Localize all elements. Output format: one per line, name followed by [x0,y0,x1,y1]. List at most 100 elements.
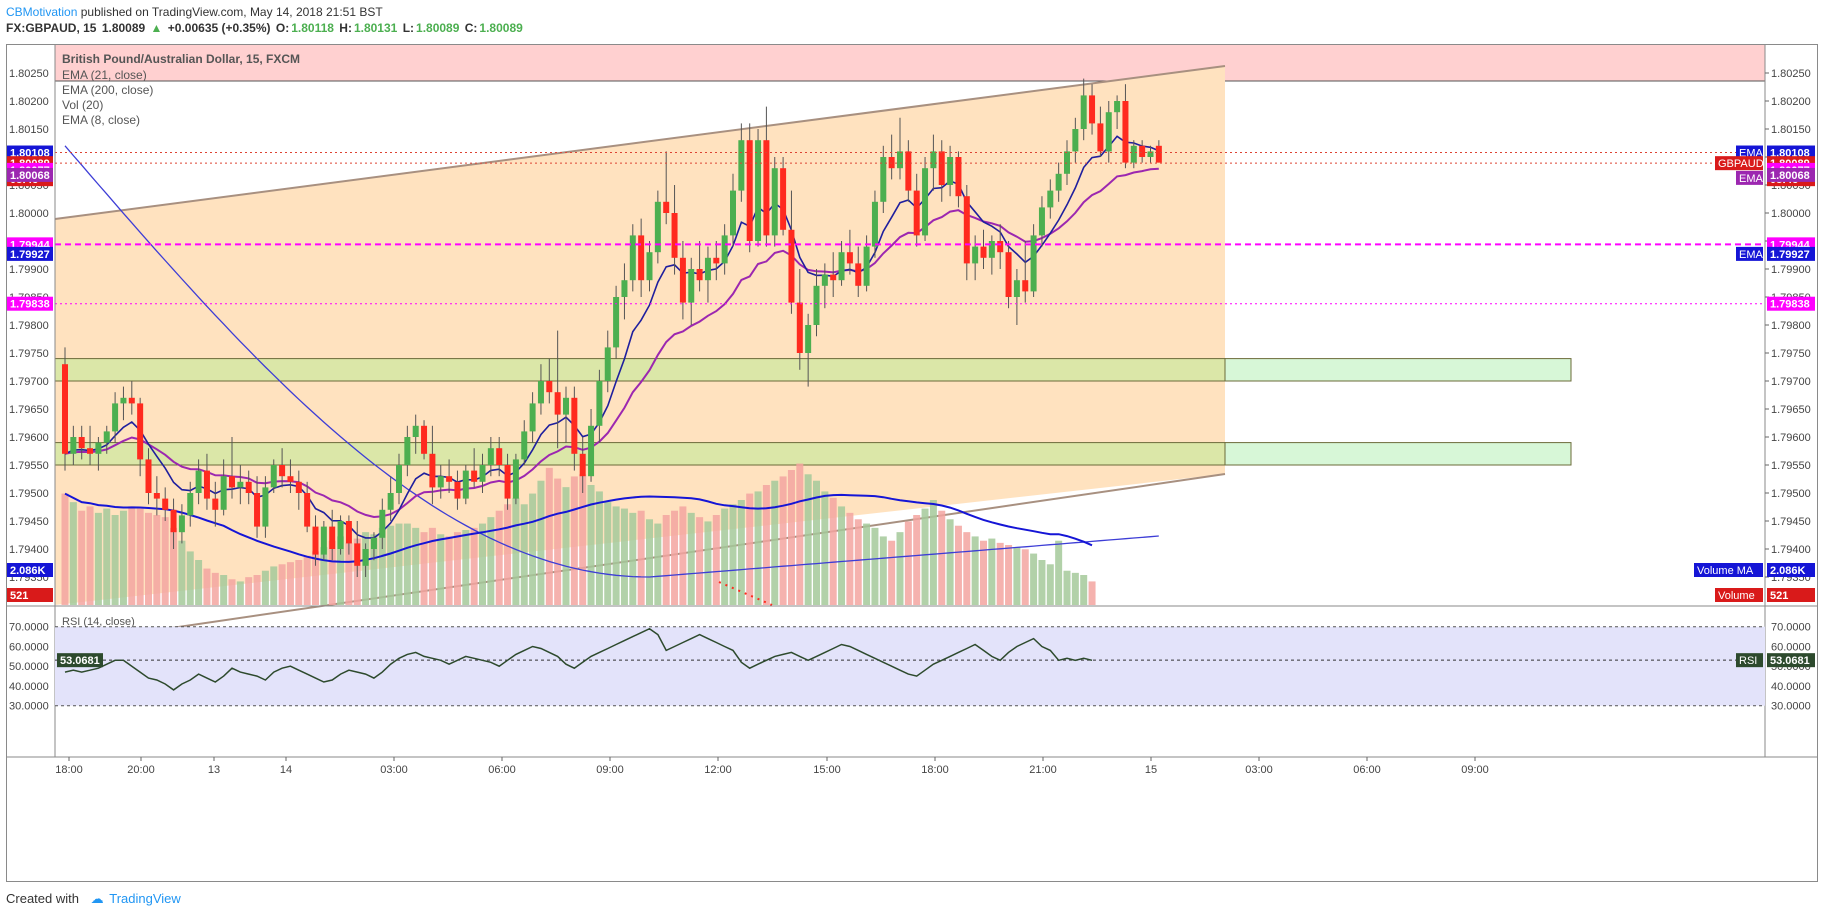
rsi-tag-bg [1736,653,1763,668]
price-tick-label-right: 1.79800 [1771,320,1811,332]
rsi-tick-label-left: 40.0000 [9,681,49,693]
time-tick-label: 12:00 [704,764,732,776]
candle-body [1005,252,1012,297]
left-value-badge: 2.086K [10,565,46,577]
symbol-tag: GBPAUD [1718,158,1764,170]
price-tick-label-left: 1.79600 [9,432,49,444]
candle-body [980,246,987,258]
chart-svg[interactable]: 1.80250 1.80250 1.80200 1.80200 1.80150 1.801… [7,45,1817,881]
volume-bar [587,485,595,605]
right-rsi-badge: 53.0681 [1770,655,1810,667]
time-tick-label: 03:00 [380,764,408,776]
right-value-badge: 521 [1770,590,1788,602]
candle-body [855,263,862,286]
candle-body [663,201,670,213]
high-label: H: [339,21,352,35]
candle-body [529,403,536,432]
candle-body [1139,145,1146,157]
volume-bar [78,510,86,605]
volume-bar [437,534,445,605]
candle-body [671,213,678,258]
rsi-tick-label-right: 60.0000 [1771,641,1811,653]
volume-bar [612,506,620,605]
candle-body [604,347,611,381]
ema-21-line [64,167,1159,519]
candle-body [254,493,261,527]
candle-body [137,403,144,460]
left-value-badge-bg [7,588,53,602]
right-value-badge-bg [1767,145,1815,160]
price-tick-label-right: 1.79400 [1771,544,1811,556]
volume-bar [871,527,879,605]
volume-bar [303,555,311,605]
candle-body [120,397,127,404]
open-label: O: [275,21,290,35]
candle-body [245,481,252,493]
candle-body [1097,123,1104,152]
volume-bar [428,527,436,605]
candle-body [379,509,386,538]
candle-body [546,381,553,393]
candle-body [170,509,177,533]
volume-bar [504,504,512,605]
volume-bar [804,474,812,605]
left-value-badge: 1.79838 [10,299,50,311]
time-tick-label: 06:00 [1353,764,1381,776]
volume-bar [520,504,528,605]
candle-body [871,201,878,247]
volume-bar [821,491,829,605]
rsi-tick-label-left: 70.0000 [9,622,49,634]
candle-body [1013,280,1020,297]
candle-body [838,252,845,281]
volume-bar [270,566,278,605]
candle-body [279,465,286,477]
volume-bar [896,532,904,605]
right-value-badge-bg [1767,246,1815,261]
candle-body [830,274,837,281]
volume-bar [462,530,470,605]
rsi-tick-label-right: 30.0000 [1771,701,1811,713]
legend-item: EMA (200, close) [62,83,153,97]
candle-body [337,521,344,549]
time-tick-label: 14 [280,764,292,776]
candle-body [521,431,528,460]
candle-body [905,151,912,191]
author-link[interactable]: CBMotivation [6,5,78,19]
volume-bar [562,487,570,605]
last-price: 1.80089 [101,21,146,35]
volume-bar [136,508,144,605]
candle-body [763,140,770,236]
candle-body [504,465,511,499]
volume-bar [529,493,537,605]
candle-body [554,392,561,415]
volume-bar [888,540,896,605]
volume-bar [145,512,152,605]
candle-body [596,381,603,426]
volume-bar [696,517,704,605]
volume-bar [904,521,912,605]
chart-frame[interactable]: 1.80250 1.80250 1.80200 1.80200 1.80150 1.801… [6,44,1818,882]
volume-bar [453,532,461,605]
volume-bar [938,510,946,605]
published-text: published on TradingView.com, May 14, 20… [80,5,383,19]
candle-body [162,498,169,510]
demand-zone-1 [54,442,1226,466]
rsi-tick-label-right: 40.0000 [1771,681,1811,693]
candle-body [621,280,628,297]
time-tick-label: 09:00 [596,764,624,776]
volume-bar [838,506,846,605]
symbol-label[interactable]: FX:GBPAUD, 15 [6,21,97,35]
candle-body [863,246,870,286]
candle-body [1038,207,1045,236]
resistance-zone [55,45,1765,81]
tradingview-link[interactable]: TradingView [109,891,181,906]
candle-body [696,269,703,281]
candle-body [988,241,995,258]
volume-bar [61,493,69,605]
time-tick-label: 18:00 [55,764,83,776]
candle-body [963,196,970,264]
volume-bar [988,538,996,605]
volume-bar [1080,575,1088,605]
candle-body [1089,95,1096,124]
candle-body [579,453,586,477]
